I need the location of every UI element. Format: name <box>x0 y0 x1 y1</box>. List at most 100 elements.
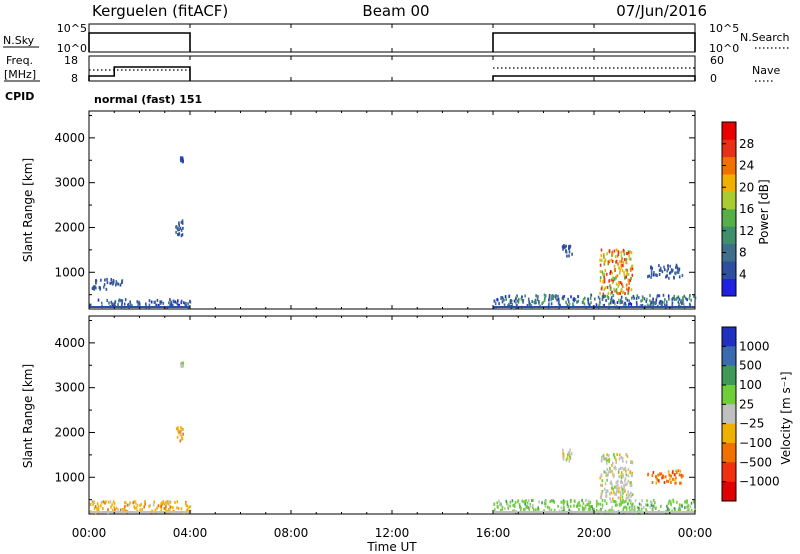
range-gate-cell <box>635 297 638 300</box>
range-gate-cell <box>601 285 604 289</box>
range-gate-cell <box>612 500 615 503</box>
range-gate-cell <box>624 479 626 483</box>
range-gate-cell <box>562 297 565 301</box>
sky-right-label: N.Search <box>740 31 790 44</box>
range-gate-cell <box>620 456 623 460</box>
range-gate-cell <box>626 287 628 291</box>
range-gate-cell <box>542 300 544 304</box>
range-gate-cell <box>607 297 610 300</box>
range-gate-cell <box>498 502 501 506</box>
range-gate-cell <box>509 504 511 508</box>
range-gate-cell <box>601 498 604 502</box>
range-gate-cell <box>631 493 634 497</box>
range-gate-cell <box>564 245 566 249</box>
range-gate-cell <box>624 499 627 503</box>
range-gate-cell <box>653 301 655 304</box>
colorbar-segment <box>722 139 736 158</box>
range-gate-cell <box>507 304 509 308</box>
range-gate-cell <box>620 500 623 504</box>
x-tick-label: 04:00 <box>173 526 208 540</box>
range-gate-cell <box>569 246 571 249</box>
range-gate-cell <box>581 498 583 502</box>
range-gate-cell <box>614 255 617 259</box>
range-gate-cell <box>567 453 569 457</box>
range-gate-cell <box>654 501 656 505</box>
y-tick-label: 1000 <box>54 265 85 279</box>
range-gate-cell <box>605 491 607 495</box>
range-gate-cell <box>604 294 606 298</box>
range-gate-cell <box>622 261 625 264</box>
range-gate-cell <box>660 472 663 476</box>
range-gate-cell <box>143 505 145 509</box>
range-gate-cell <box>106 281 109 285</box>
range-gate-cell <box>516 294 518 298</box>
range-gate-cell <box>612 487 614 491</box>
range-gate-cell <box>605 473 608 477</box>
range-gate-cell <box>515 297 517 301</box>
range-gate-cell <box>139 508 141 512</box>
range-gate-cell <box>591 505 593 509</box>
range-gate-cell <box>619 499 622 503</box>
range-gate-cell <box>615 259 618 263</box>
range-gate-cell <box>638 502 641 506</box>
range-gate-cell <box>509 299 512 303</box>
range-gate-cell <box>621 488 624 492</box>
colorbar-tick-label: 28 <box>739 137 754 151</box>
range-gate-cell <box>620 301 623 304</box>
range-gate-cell <box>611 250 614 254</box>
sky-right-tick-top: 10^5 <box>709 22 739 35</box>
range-gate-cell <box>597 295 600 299</box>
range-gate-cell <box>603 262 606 266</box>
range-gate-cell <box>180 426 182 430</box>
range-gate-cell <box>678 275 681 279</box>
range-gate-cell <box>100 504 102 508</box>
range-gate-cell <box>181 221 184 225</box>
range-gate-cell <box>169 505 172 509</box>
range-gate-cell <box>611 281 614 285</box>
range-gate-cell <box>166 501 168 505</box>
range-gate-cell <box>123 302 126 306</box>
range-gate-cell <box>625 296 627 300</box>
range-gate-cell <box>569 504 572 508</box>
range-gate-cell <box>666 504 668 508</box>
range-gate-cell <box>619 271 621 275</box>
range-gate-cell <box>555 296 557 300</box>
range-gate-cell <box>687 504 690 508</box>
range-gate-cell <box>636 506 639 510</box>
colorbar-segment <box>722 443 736 463</box>
range-gate-cell <box>175 225 178 229</box>
range-gate-cell <box>655 475 658 479</box>
range-gate-cell <box>596 499 598 503</box>
range-gate-cell <box>179 439 182 443</box>
range-gate-cell <box>185 503 187 507</box>
range-gate-cell <box>113 501 116 505</box>
range-gate-cell <box>569 454 571 458</box>
range-gate-cell <box>131 304 133 308</box>
range-gate-cell <box>625 460 628 464</box>
range-gate-cell <box>651 301 653 305</box>
range-gate-cell <box>513 505 516 508</box>
colorbar-segment <box>722 462 736 482</box>
range-gate-cell <box>675 476 677 480</box>
range-gate-cell <box>601 491 603 495</box>
range-gate-cell <box>597 502 600 506</box>
range-gate-cell <box>627 502 629 506</box>
range-gate-cell <box>548 294 551 297</box>
range-gate-cell <box>678 297 681 301</box>
range-gate-cell <box>568 300 570 304</box>
range-gate-cell <box>566 456 569 460</box>
range-gate-cell <box>627 474 630 478</box>
range-gate-cell <box>662 475 665 479</box>
range-gate-cell <box>550 508 553 512</box>
range-gate-cell <box>511 303 514 307</box>
range-gate-cell <box>603 470 605 474</box>
range-gate-cell <box>640 503 643 507</box>
range-gate-cell <box>97 508 100 511</box>
range-gate-cell <box>611 252 614 256</box>
range-gate-cell <box>621 268 624 272</box>
range-gate-cell <box>641 295 644 299</box>
range-gate-cell <box>611 260 614 263</box>
range-gate-cell <box>608 302 610 306</box>
range-gate-cell <box>611 486 613 490</box>
range-gate-cell <box>623 467 625 471</box>
